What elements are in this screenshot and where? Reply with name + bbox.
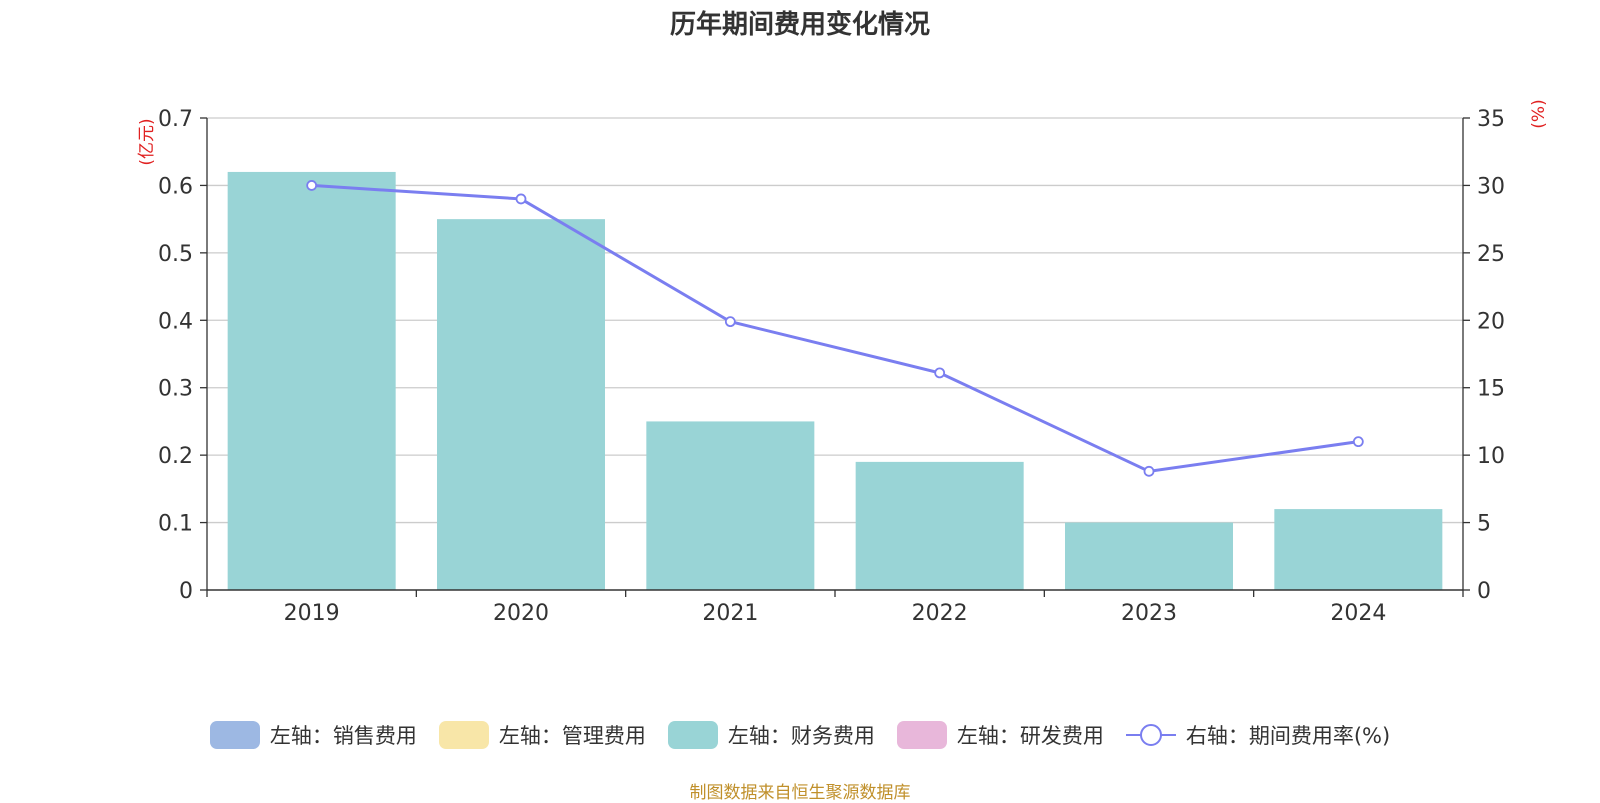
rate-point [1143, 465, 1155, 477]
left-axis-tick-label: 0.3 [158, 377, 193, 402]
bar-2022 [855, 461, 1024, 590]
legend-label-sales: 左轴：销售费用 [269, 724, 417, 748]
x-axis-tick-label: 2020 [493, 601, 549, 626]
x-axis-tick-label: 2019 [284, 601, 340, 626]
rate-point [1352, 436, 1364, 448]
x-axis-tick-label: 2021 [702, 601, 758, 626]
left-axis-tick-label: 0.4 [158, 309, 193, 334]
legend-item-admin[interactable]: 左轴：管理费用 [438, 720, 646, 750]
bar-2020 [437, 219, 605, 590]
left-axis-tick-label: 0.1 [158, 512, 193, 537]
rate-point [306, 180, 318, 191]
legend-swatch-rnd [896, 721, 947, 749]
rate-point [724, 316, 736, 328]
right-axis-tick-label: 0 [1477, 579, 1491, 604]
legend-swatch-finance [667, 721, 718, 749]
right-axis-tick-label: 20 [1477, 309, 1505, 334]
x-axis-tick-label: 2024 [1330, 601, 1386, 626]
legend-label-rnd: 左轴：研发费用 [956, 724, 1104, 748]
legend-label-rate: 右轴：期间费用率(%) [1185, 724, 1391, 748]
right-axis-tick-label: 10 [1477, 444, 1505, 469]
right-axis-tick-label: 35 [1477, 107, 1505, 132]
legend-swatch-admin [438, 721, 489, 749]
left-axis-tick-label: 0 [179, 579, 193, 604]
bar-2019 [227, 171, 396, 590]
legend-swatch-sales [209, 721, 260, 749]
legend-item-sales[interactable]: 左轴：销售费用 [209, 720, 417, 750]
legend-swatch-rate [1125, 724, 1176, 746]
legend-label-finance: 左轴：财务费用 [727, 724, 875, 748]
left-axis-unit: (亿元) [137, 118, 157, 165]
x-axis-tick-label: 2023 [1121, 601, 1177, 626]
right-axis-tick-label: 15 [1477, 377, 1505, 402]
bar-2021 [646, 421, 815, 590]
rate-line [311, 183, 1359, 473]
left-axis-tick-label: 0.7 [158, 107, 193, 132]
bar-2023 [1065, 522, 1233, 590]
rate-point [515, 193, 527, 205]
x-axis-tick-label: 2022 [912, 601, 968, 626]
left-axis-tick-label: 0.2 [158, 444, 193, 469]
left-axis-tick-label: 0.6 [158, 174, 193, 199]
legend-item-rate[interactable]: 右轴：期间费用率(%) [1125, 720, 1391, 750]
legend-label-admin: 左轴：管理费用 [498, 724, 646, 748]
bar-2024 [1274, 509, 1443, 590]
source-note: 制图数据来自恒生聚源数据库 [689, 783, 911, 803]
right-axis-tick-label: 5 [1477, 512, 1491, 537]
chart-title: 历年期间费用变化情况 [669, 10, 930, 40]
rate-point [934, 367, 946, 379]
legend-item-rnd[interactable]: 左轴：研发费用 [896, 720, 1104, 750]
right-axis-tick-label: 25 [1477, 242, 1505, 267]
left-axis-tick-label: 0.5 [158, 242, 193, 267]
chart-legend: 左轴：销售费用 左轴：管理费用 左轴：财务费用 左轴：研发费用 右轴：期间费用率… [0, 720, 1600, 750]
right-axis-unit: (%) [1529, 99, 1549, 128]
right-axis-tick-label: 30 [1477, 174, 1505, 199]
legend-item-finance[interactable]: 左轴：财务费用 [667, 720, 875, 750]
